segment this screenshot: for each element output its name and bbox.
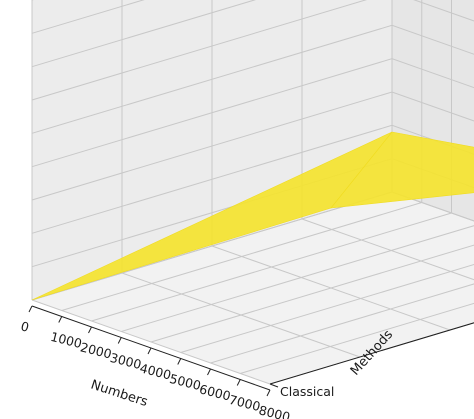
x-tick-label: 8000 [257,402,292,419]
surface-patch-right [330,131,474,209]
x-tick-mark [207,368,211,376]
method-gridline-floor [121,272,361,358]
method-tick-mark [269,383,279,388]
x-tick-label: 6000 [198,381,233,403]
x-tick-mark [236,379,241,386]
x-tick-label: 0 [19,318,30,334]
method-gridline-floor [211,245,451,331]
x-tick-mark [177,358,182,365]
x-tick-mark [266,389,271,397]
x-tick-mark [58,316,63,323]
x-tick-label: 1000 [49,329,84,351]
x-tick-label: 4000 [138,360,173,382]
x-tick-label: 3000 [109,350,144,372]
method-gridline-floor [301,218,474,281]
z-gridline [31,24,474,134]
z-gridline [31,124,474,234]
z-gridline [31,0,257,68]
z-gridline [31,91,474,201]
z-gridline [31,0,474,101]
z-gridline [31,58,474,168]
x-tick-label: 5000 [168,371,203,393]
floor-pane [32,192,474,384]
method-axis-line [269,322,474,385]
x-tick-label: 2000 [79,339,114,361]
x-tick-mark [88,326,92,334]
x-axis-label: Numbers [89,378,150,411]
method-gridline-floor [31,299,271,385]
x-tick-mark [147,347,152,355]
x-tick-label: 7000 [228,392,263,414]
x-tick-mark [28,305,33,313]
method-tick-label: Classical [280,384,334,399]
x-tick-mark [117,337,122,344]
